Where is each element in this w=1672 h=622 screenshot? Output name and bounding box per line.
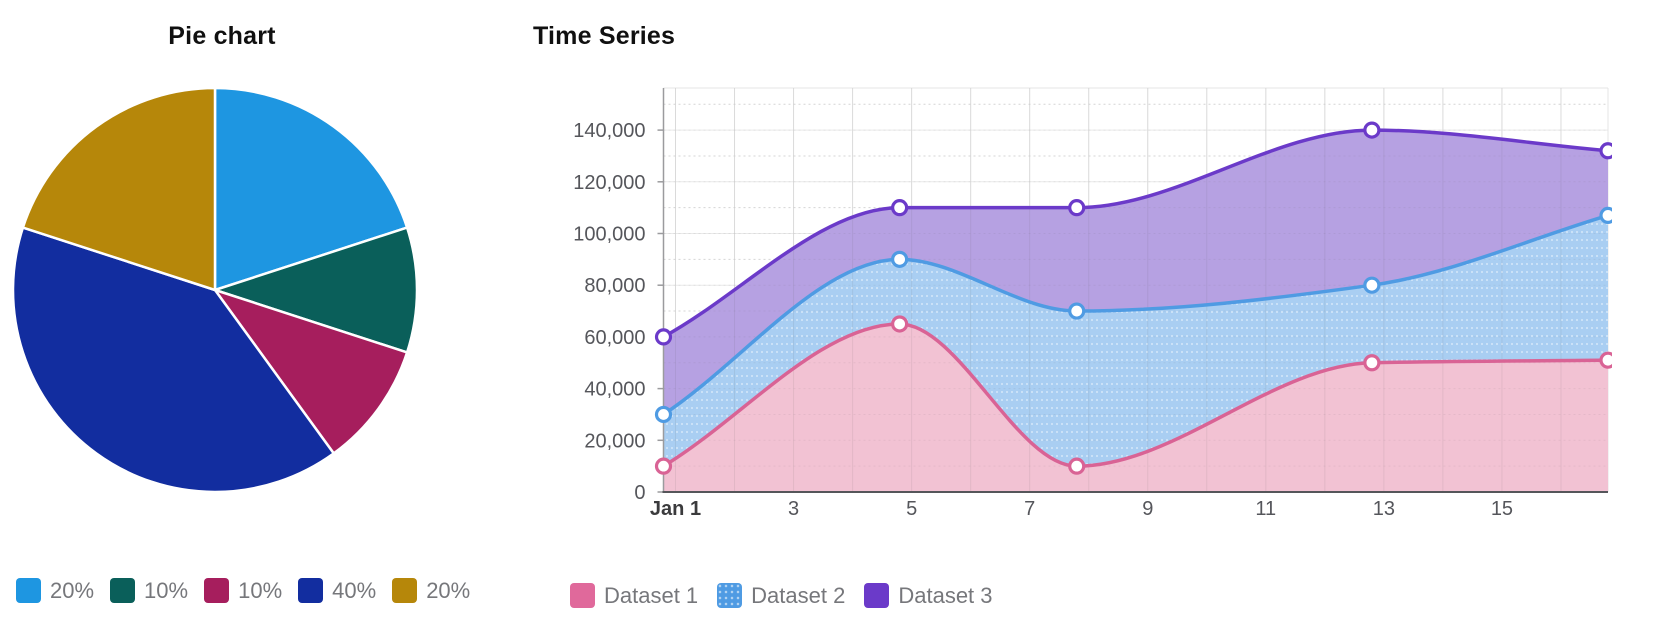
y-tick-label: 140,000: [573, 120, 645, 142]
legend-label: 20%: [50, 578, 95, 603]
data-point-marker[interactable]: [654, 457, 673, 475]
data-point-marker[interactable]: [891, 199, 909, 217]
legend-swatch: [570, 583, 595, 608]
legend-label: Dataset 3: [898, 583, 993, 608]
data-point-marker[interactable]: [1363, 121, 1381, 139]
data-point-marker[interactable]: [891, 250, 909, 268]
data-point-marker[interactable]: [654, 405, 673, 424]
legend-label: 10%: [238, 578, 283, 603]
legend-item-pie-0[interactable]: 20%: [16, 578, 94, 603]
legend-label: 20%: [426, 578, 471, 603]
legend-label: Dataset 2: [751, 583, 846, 608]
x-tick-label: 5: [906, 498, 917, 520]
legend-label: 10%: [144, 578, 189, 603]
y-tick-label: 80,000: [584, 275, 645, 297]
legend-swatch: [204, 578, 230, 603]
legend-swatch: [16, 578, 41, 603]
data-point-marker[interactable]: [1599, 206, 1612, 225]
legend-swatch: [864, 583, 890, 608]
legend-swatch: [392, 578, 418, 603]
data-point-marker[interactable]: [1068, 302, 1086, 320]
data-point-marker[interactable]: [1363, 354, 1381, 372]
legend-label: 40%: [332, 578, 377, 603]
pie-slice-10%[interactable]: [213, 288, 409, 455]
time-series-title: Time Series: [533, 22, 676, 50]
pie-slice-40%[interactable]: [11, 226, 335, 494]
legend-item-pie-1[interactable]: 10%: [110, 578, 188, 603]
axes: [657, 88, 1608, 493]
x-tick-label: 13: [1373, 498, 1395, 520]
y-tick-label: 40,000: [584, 379, 645, 401]
data-point-marker[interactable]: [1068, 457, 1086, 475]
pie-slice-10%[interactable]: [213, 226, 419, 354]
x-tick-label: 15: [1491, 498, 1513, 520]
pie-slice-20%[interactable]: [21, 86, 217, 292]
time-series-legend: Dataset 1 Dataset 2 Dataset 3: [570, 583, 1012, 608]
y-tick-label: 100,000: [573, 224, 645, 246]
data-point-marker[interactable]: [654, 328, 673, 346]
legend-swatch: [717, 583, 743, 608]
x-tick-label: 9: [1142, 498, 1153, 520]
legend-item-pie-2[interactable]: 10%: [204, 578, 282, 603]
y-tick-label: 20,000: [584, 430, 645, 452]
x-tick-label: 7: [1024, 498, 1035, 520]
data-point-marker[interactable]: [1363, 276, 1381, 294]
legend-label: Dataset 1: [604, 583, 699, 608]
pie-chart-title: Pie chart: [168, 22, 276, 50]
time-series-chart: 140,000 120,000 100,000 80,000 60,000 40,000 2…: [573, 87, 1612, 520]
legend-item-pie-3[interactable]: 40%: [298, 578, 376, 603]
y-axis-labels: 140,000 120,000 100,000 80,000 60,000 40,000 2…: [573, 120, 645, 504]
legend-item-pie-4[interactable]: 20%: [392, 578, 470, 603]
data-point-marker[interactable]: [1599, 351, 1612, 369]
legend-item-ts-2[interactable]: Dataset 3: [864, 583, 993, 608]
x-tick-label: 11: [1255, 498, 1276, 520]
data-point-marker[interactable]: [891, 315, 909, 333]
data-point-marker[interactable]: [1599, 142, 1612, 160]
data-point-marker[interactable]: [1068, 199, 1086, 217]
legend-swatch: [110, 578, 136, 603]
x-axis-labels: Jan 1 3 5 7 9 11 13 15: [650, 498, 1513, 520]
x-tick-label: Jan 1: [650, 498, 701, 520]
y-tick-label: 0: [634, 482, 645, 504]
grid-overlay: [663, 88, 1608, 492]
pie-slice-20%[interactable]: [213, 86, 409, 292]
legend-item-ts-1[interactable]: Dataset 2: [717, 583, 845, 608]
y-tick-label: 60,000: [584, 327, 645, 349]
pie-chart: [11, 86, 419, 494]
x-tick-label: 3: [788, 498, 799, 520]
legend-swatch: [298, 578, 324, 603]
y-tick-label: 120,000: [573, 172, 645, 194]
pie-chart-legend: 20% 10% 10% 40% 20%: [16, 578, 486, 603]
legend-item-ts-0[interactable]: Dataset 1: [570, 583, 698, 608]
